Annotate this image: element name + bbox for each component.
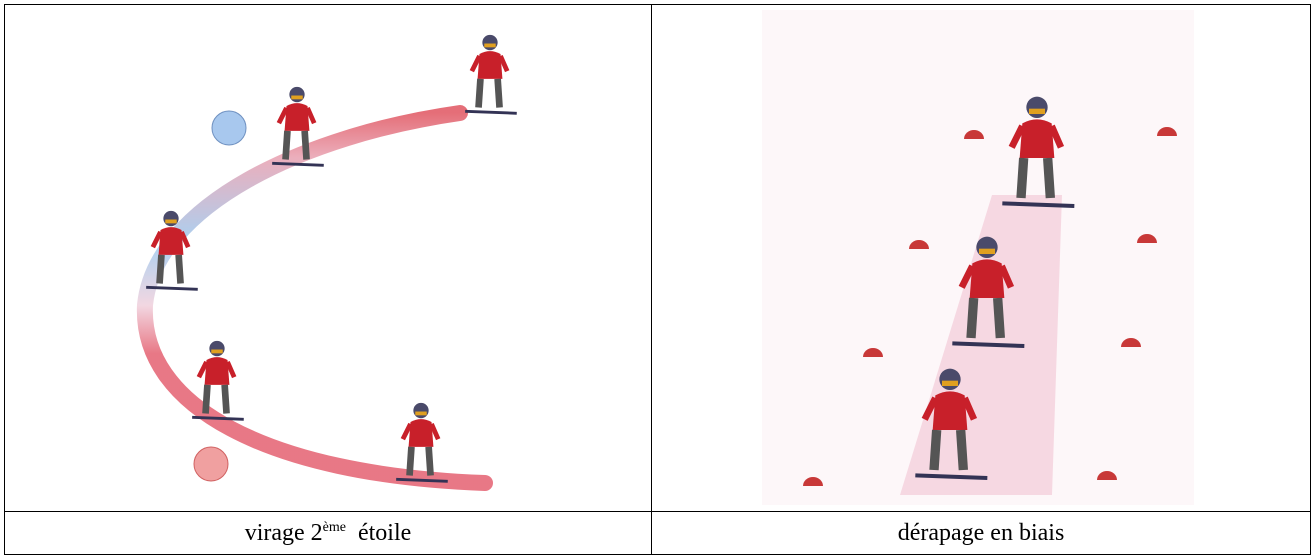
image-cell (5, 5, 652, 512)
sideslip-illustration (652, 5, 1310, 511)
table: virage 2ème étoile dérapage en biais (4, 4, 1311, 555)
image-cell (652, 5, 1311, 512)
caption-text: dérapage en biais (898, 520, 1065, 546)
caption-text: virage 2 (245, 520, 323, 546)
red-ball (194, 447, 228, 481)
caption: virage 2ème étoile (5, 512, 652, 555)
caption-superscript: ème (323, 520, 346, 535)
caption-text: étoile (358, 520, 411, 546)
skier (465, 35, 517, 113)
caption: dérapage en biais (652, 512, 1311, 555)
turn-illustration (5, 5, 651, 511)
page: virage 2ème étoile dérapage en biais (0, 0, 1314, 559)
blue-ball (212, 111, 246, 145)
